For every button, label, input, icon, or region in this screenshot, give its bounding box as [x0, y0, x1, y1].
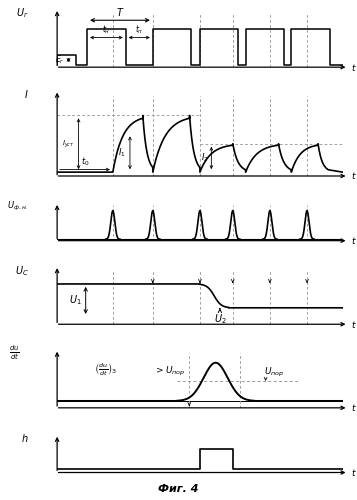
- Text: $I_2$: $I_2$: [201, 152, 208, 164]
- Text: $E_г$: $E_г$: [55, 54, 64, 66]
- Text: $U_2$: $U_2$: [213, 312, 226, 326]
- Text: $t$: $t$: [351, 402, 357, 413]
- Text: Фиг. 4: Фиг. 4: [158, 484, 199, 494]
- Text: $t$: $t$: [351, 235, 357, 246]
- Text: $U_С$: $U_С$: [15, 264, 29, 278]
- Text: $t$: $t$: [351, 318, 357, 330]
- Text: $t_0$: $t_0$: [81, 155, 89, 168]
- Text: $U_{ф.н.}$: $U_{ф.н.}$: [7, 200, 29, 212]
- Text: $U_1$: $U_1$: [69, 294, 81, 308]
- Text: $t$: $t$: [351, 170, 357, 181]
- Text: $h$: $h$: [21, 432, 29, 444]
- Text: $U_{пор}$: $U_{пор}$: [264, 366, 285, 379]
- Text: $\frac{du}{dt}$: $\frac{du}{dt}$: [9, 344, 20, 361]
- Text: $t$: $t$: [351, 62, 357, 72]
- Text: $I$: $I$: [24, 88, 29, 100]
- Text: $T$: $T$: [116, 6, 124, 18]
- Text: $t$: $t$: [351, 467, 357, 478]
- Text: $\left(\frac{du}{dt}\right)_{\!3}$: $\left(\frac{du}{dt}\right)_{\!3}$: [94, 362, 117, 378]
- Text: ${\rm >}U_{пор}$: ${\rm >}U_{пор}$: [154, 365, 186, 378]
- Text: $I_1$: $I_1$: [118, 146, 126, 159]
- Text: $U_г$: $U_г$: [16, 6, 29, 20]
- Text: $I_{уст}$: $I_{уст}$: [62, 138, 74, 149]
- Text: $t_н$: $t_н$: [102, 23, 111, 36]
- Text: $t_п$: $t_п$: [135, 23, 144, 36]
